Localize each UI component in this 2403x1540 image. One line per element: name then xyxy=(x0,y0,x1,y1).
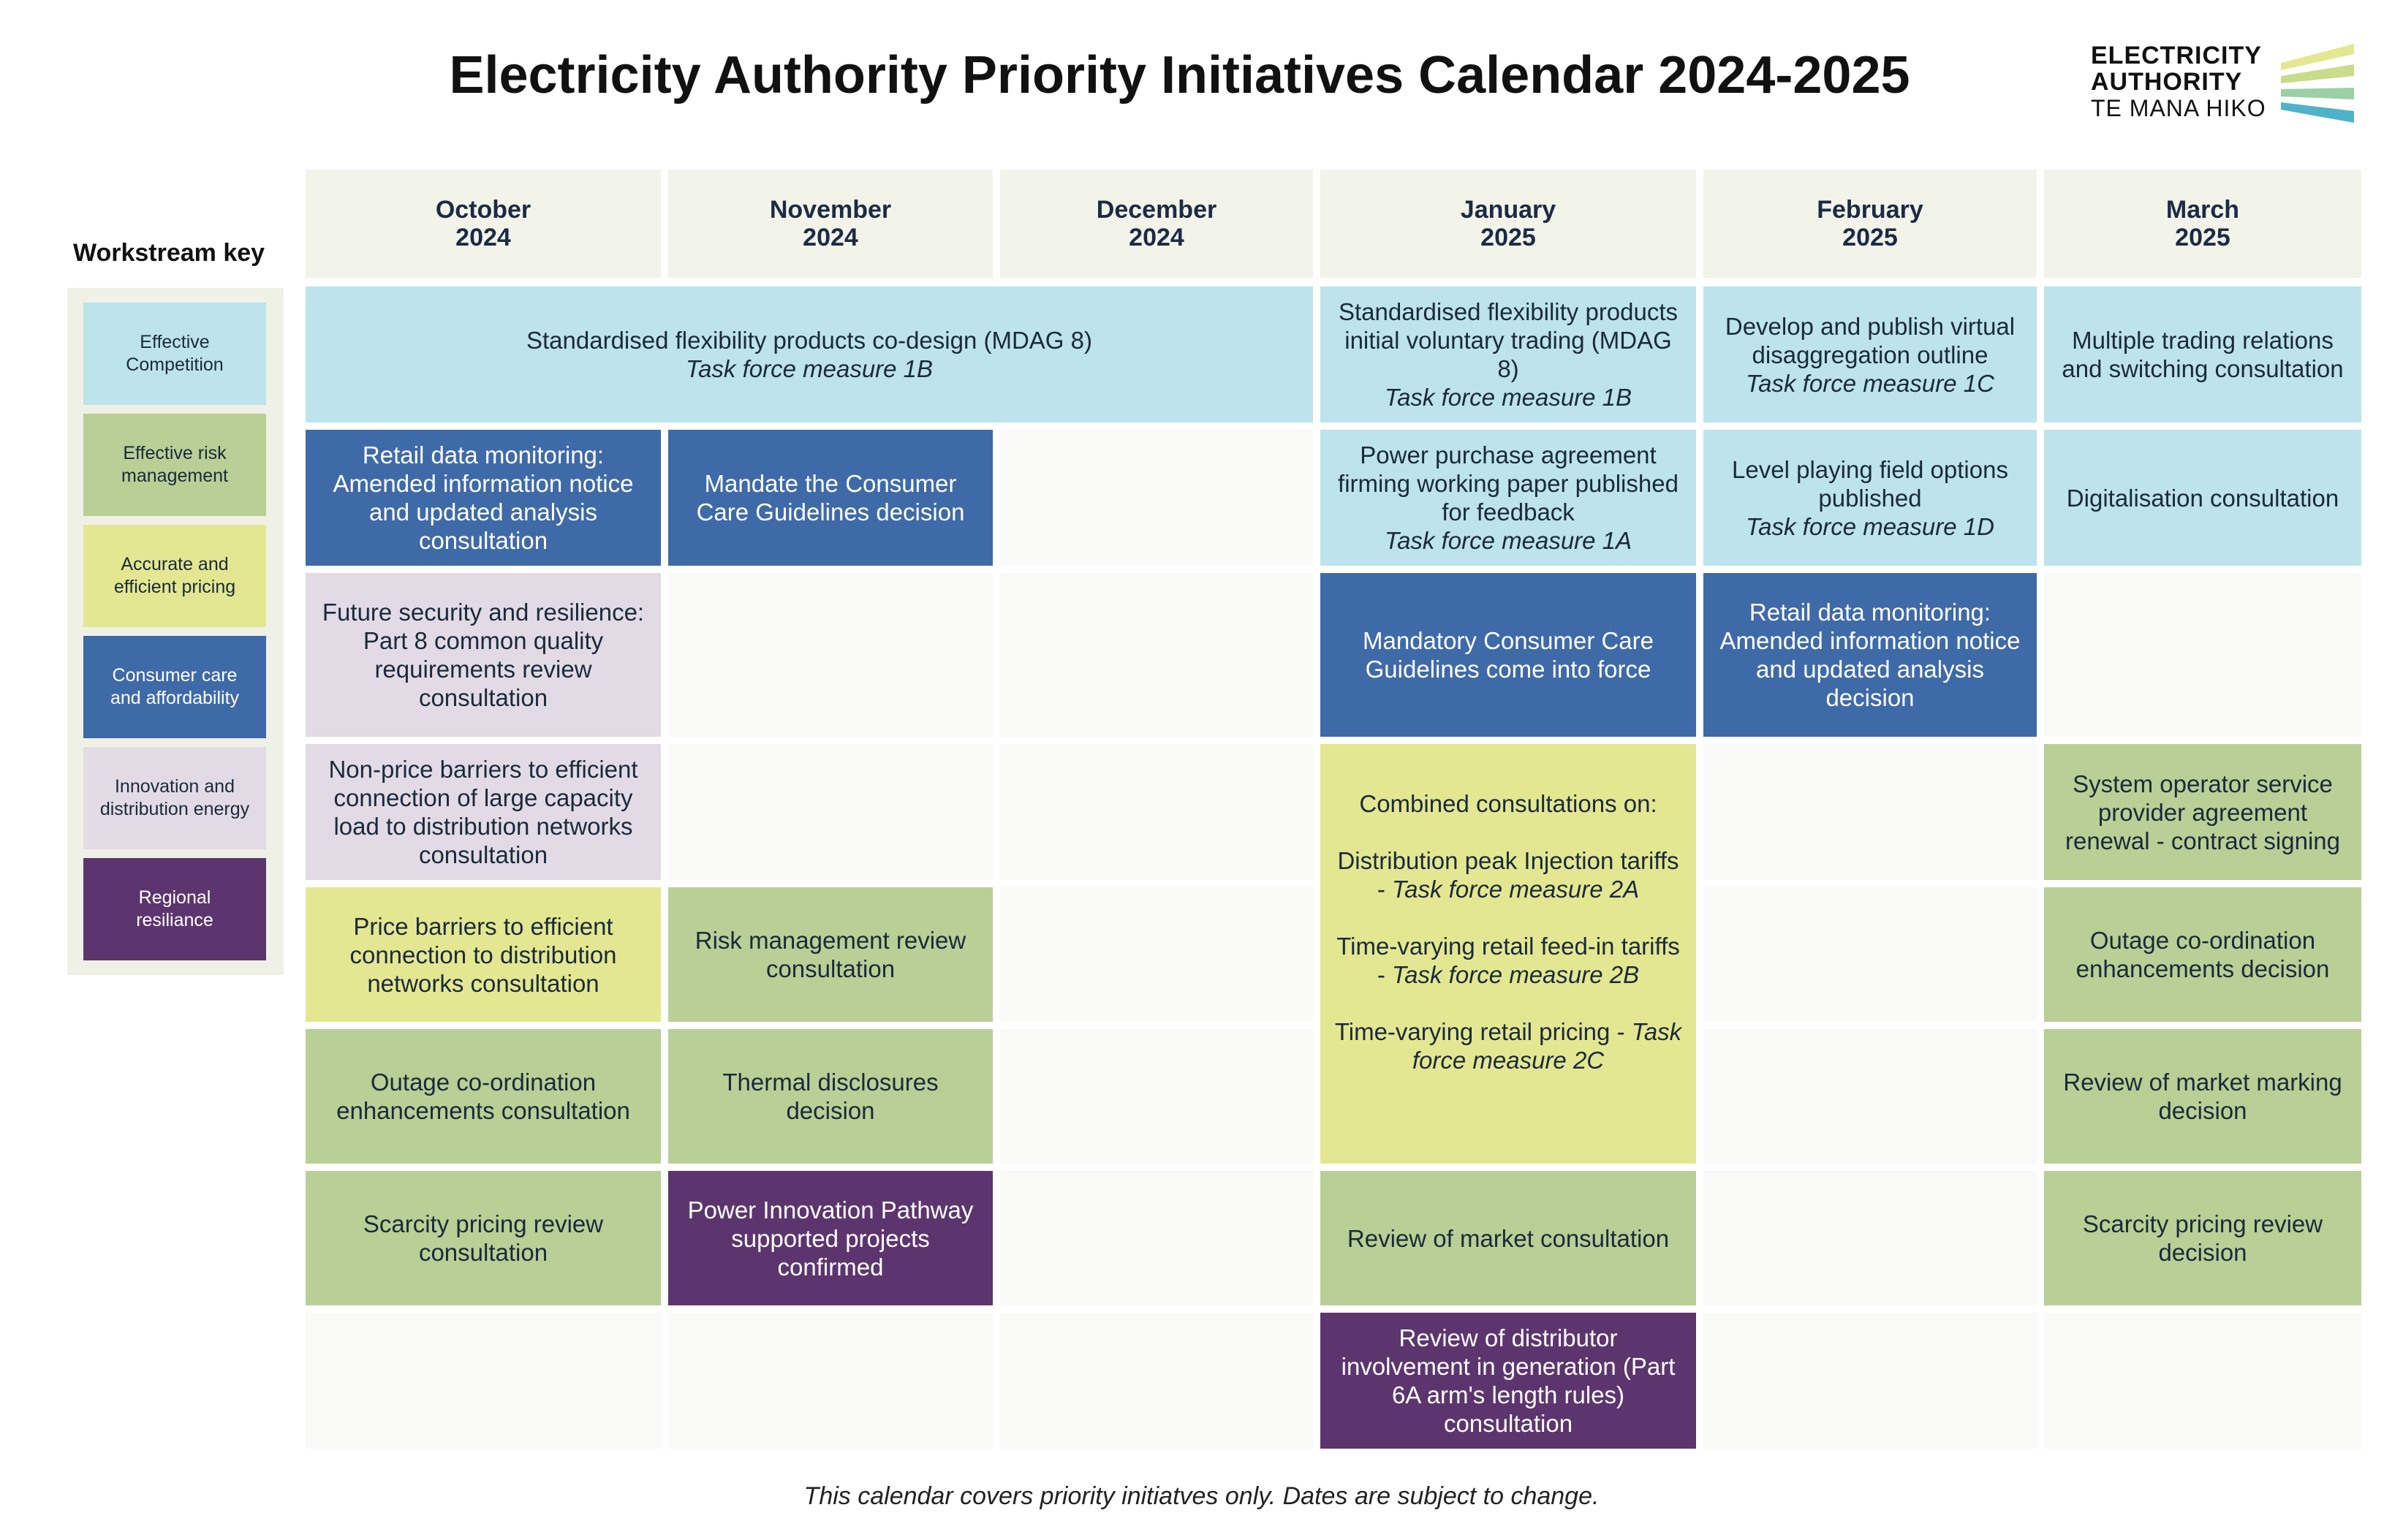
empty-cell xyxy=(1000,744,1313,880)
initiative-cell: Price barriers to efficient connection t… xyxy=(306,887,661,1022)
empty-cell xyxy=(668,1313,993,1449)
initiative-cell: Digitalisation consultation xyxy=(2044,430,2361,566)
initiative-cell: Retail data monitoring: Amended informat… xyxy=(1703,573,2037,737)
initiative-cell: Non-price barriers to efficient connecti… xyxy=(306,744,661,880)
empty-cell xyxy=(1000,1029,1313,1164)
empty-cell xyxy=(668,573,993,737)
initiative-cell: Multiple trading relations and switching… xyxy=(2044,287,2361,422)
key-consumer-care: Consumer care and affordability xyxy=(83,636,266,738)
empty-cell xyxy=(1000,1171,1313,1305)
initiative-cell: Future security and resilience: Part 8 c… xyxy=(306,573,661,737)
initiative-cell: Mandatory Consumer Care Guidelines come … xyxy=(1320,573,1696,737)
empty-cell xyxy=(1000,573,1313,737)
key-effective-competition: Effective Competition xyxy=(83,303,266,405)
key-effective-risk-management: Effective risk management xyxy=(83,414,266,516)
initiative-cell: Outage co-ordination enhancements consul… xyxy=(306,1029,661,1164)
logo-line-3: TE MANA HIKO xyxy=(2091,95,2266,121)
initiative-cell: Standardised flexibility products co-des… xyxy=(306,287,1313,422)
workstream-key: Effective Competition Effective risk man… xyxy=(67,288,284,975)
empty-cell xyxy=(1000,887,1313,1022)
month-header-january: January 2025 xyxy=(1320,170,1696,278)
empty-cell xyxy=(2044,1313,2361,1449)
initiative-cell: Scarcity pricing review decision xyxy=(2044,1171,2361,1305)
key-regional-resilience: Regional resiliance xyxy=(83,858,266,960)
logo-stripes-icon xyxy=(2281,44,2354,123)
empty-cell xyxy=(1703,887,2037,1022)
empty-cell xyxy=(1703,1171,2037,1305)
logo-line-1: ELECTRICITY xyxy=(2091,42,2262,69)
initiative-cell: Power purchase agreement firming working… xyxy=(1320,430,1696,566)
empty-cell xyxy=(1703,1313,2037,1449)
key-accurate-efficient-pricing: Accurate and efficient pricing xyxy=(83,525,266,627)
initiative-cell: Level playing field options published Ta… xyxy=(1703,430,2037,566)
electricity-authority-logo: ELECTRICITY AUTHORITY TE MANA HIKO xyxy=(2091,42,2354,129)
logo-line-2: AUTHORITY xyxy=(2091,68,2243,96)
workstream-key-title: Workstream key xyxy=(73,239,265,267)
initiative-cell: Combined consultations on: Distribution … xyxy=(1320,744,1696,1164)
initiative-cell: System operator service provider agreeme… xyxy=(2044,744,2361,880)
month-header-november: November 2024 xyxy=(668,170,993,278)
empty-cell xyxy=(2044,573,2361,737)
empty-cell xyxy=(1703,744,2037,880)
key-innovation-distribution: Innovation and distribution energy xyxy=(83,747,266,849)
initiative-cell: Thermal disclosures decision xyxy=(668,1029,993,1164)
initiative-cell: Review of distributor involvement in gen… xyxy=(1320,1313,1696,1449)
empty-cell xyxy=(668,744,993,880)
page-title: Electricity Authority Priority Initiativ… xyxy=(449,46,1910,105)
footnote: This calendar covers priority initiatves… xyxy=(803,1482,1600,1510)
month-header-december: December 2024 xyxy=(1000,170,1313,278)
initiative-cell: Risk management review consultation xyxy=(668,887,993,1022)
empty-cell xyxy=(1000,1313,1313,1449)
empty-cell xyxy=(1000,430,1313,566)
empty-cell xyxy=(1703,1029,2037,1164)
initiative-cell: Mandate the Consumer Care Guidelines dec… xyxy=(668,430,993,566)
initiative-cell: Retail data monitoring: Amended informat… xyxy=(306,430,661,566)
initiative-cell: Standardised flexibility products initia… xyxy=(1320,287,1696,422)
initiative-cell: Power Innovation Pathway supported proje… xyxy=(668,1171,993,1305)
month-header-march: March 2025 xyxy=(2044,170,2361,278)
initiative-cell: Scarcity pricing review consultation xyxy=(306,1171,661,1305)
month-header-october: October 2024 xyxy=(306,170,661,278)
initiative-cell: Develop and publish virtual disaggregati… xyxy=(1703,287,2037,422)
initiative-cell: Review of market consultation xyxy=(1320,1171,1696,1305)
initiative-cell: Review of market marking decision xyxy=(2044,1029,2361,1164)
empty-cell xyxy=(306,1313,661,1449)
month-header-february: February 2025 xyxy=(1703,170,2037,278)
initiative-cell: Outage co-ordination enhancements decisi… xyxy=(2044,887,2361,1022)
